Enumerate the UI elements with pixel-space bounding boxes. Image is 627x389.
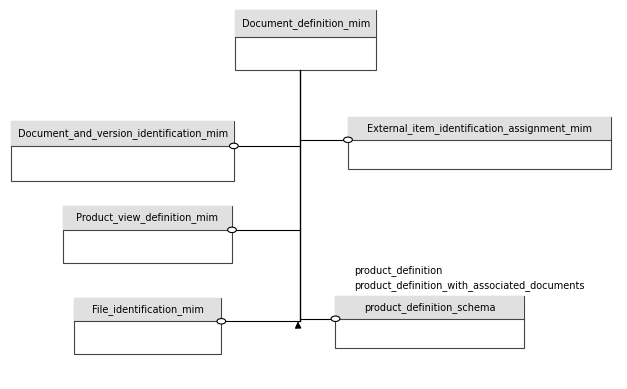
Bar (235, 10, 376, 37)
Bar (335, 296, 524, 319)
Circle shape (344, 137, 352, 142)
Text: product_definition
product_definition_with_associated_documents: product_definition product_definition_wi… (354, 265, 585, 291)
Text: File_identification_mim: File_identification_mim (92, 304, 204, 315)
Bar (235, 10, 376, 70)
Text: Product_view_definition_mim: Product_view_definition_mim (76, 212, 218, 223)
Bar (74, 298, 221, 354)
Circle shape (217, 319, 226, 324)
Text: Document_definition_mim: Document_definition_mim (241, 18, 370, 29)
Bar (63, 206, 232, 230)
Bar (63, 206, 232, 263)
Text: product_definition_schema: product_definition_schema (364, 302, 495, 313)
Circle shape (228, 227, 236, 233)
Bar (11, 121, 234, 146)
Bar (335, 296, 524, 348)
Bar (11, 121, 234, 181)
Circle shape (229, 143, 238, 149)
Circle shape (331, 316, 340, 321)
Text: Document_and_version_identification_mim: Document_and_version_identification_mim (18, 128, 228, 139)
Text: External_item_identification_assignment_mim: External_item_identification_assignment_… (367, 123, 592, 134)
Bar (74, 298, 221, 321)
Bar (348, 117, 611, 140)
Bar (348, 117, 611, 169)
